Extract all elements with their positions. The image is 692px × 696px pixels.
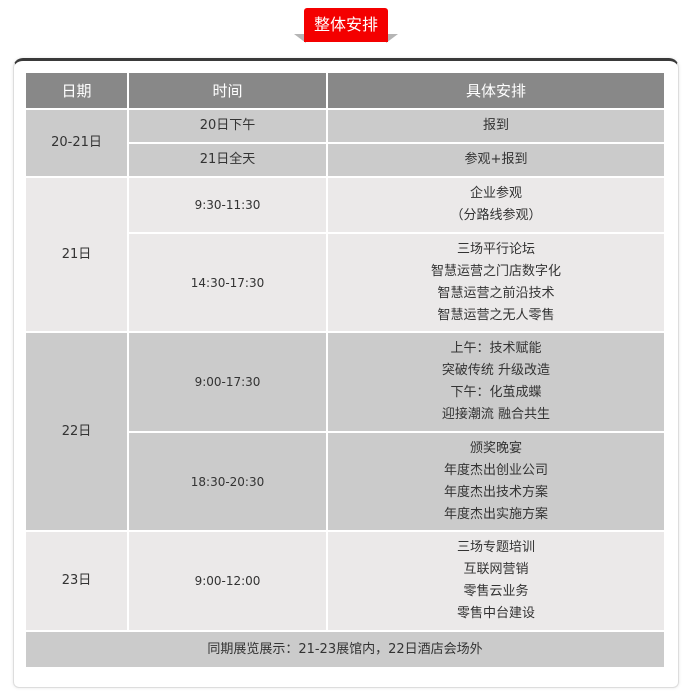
time-cell: 20日下午 <box>129 110 326 142</box>
arrangement-cell: 参观+报到 <box>328 144 664 176</box>
banner-wing-left <box>294 34 306 43</box>
table-row: 21日 9:30-11:30 企业参观 （分路线参观） <box>26 178 664 331</box>
arrangement-item: 突破传统 升级改造 <box>441 363 551 378</box>
arrangement-item: 企业参观 <box>469 186 522 201</box>
table-row: 14:30-17:30 三场平行论坛 智慧运营之门店数字化 智慧运营之前沿技术 智慧运营… <box>26 234 664 331</box>
arrangement-item: 互联网营销 <box>463 562 529 577</box>
schedule-table: 日期 时间 具体安排 20-21日 20日下午 报到 21日全天 参观+报到 21日 9:3… <box>24 71 666 669</box>
time-cell: 18:30-20:30 <box>129 433 326 530</box>
arrangement-cell: 上午：技术赋能 突破传统 升级改造 下午：化茧成蝶 迎接潮流 融合共生 <box>328 333 664 431</box>
arrangement-cell: 企业参观 （分路线参观） <box>328 178 664 232</box>
arrangement-item: 零售云业务 <box>463 584 529 599</box>
arrangement-item: 智慧运营之门店数字化 <box>430 263 561 279</box>
arrangement-item: 年度杰出实施方案 <box>443 506 548 522</box>
time-cell: 9:30-11:30 <box>129 178 326 232</box>
time-cell: 21日全天 <box>129 144 326 176</box>
section-title-banner: 整体安排 <box>294 8 398 43</box>
arrangement-item: 智慧运营之前沿技术 <box>437 285 555 301</box>
arrangement-cell: 三场专题培训 互联网营销零售云业务零售中台建设 <box>328 532 664 630</box>
arrangement-item: 年度杰出技术方案 <box>443 484 548 500</box>
section-title: 整体安排 <box>304 8 388 42</box>
arrangement-item: 迎接潮流 融合共生 <box>441 407 551 422</box>
arrangement-item: 智慧运营之无人零售 <box>437 307 555 323</box>
arrangement-item: 上午：技术赋能 <box>450 341 542 356</box>
arrangement-item: 参观+报到 <box>464 152 528 167</box>
arrangement-item: 报到 <box>482 118 509 133</box>
footer-note: 同期展览展示：21-23展馆内，22日酒店会场外 <box>26 632 664 667</box>
table-row: 20-21日 20日下午 报到 <box>26 110 664 176</box>
time-cell: 14:30-17:30 <box>129 234 326 331</box>
date-cell: 22日 <box>26 333 127 530</box>
arrangement-item: 颁奖晚宴 <box>469 440 522 456</box>
schedule-card: 日期 时间 具体安排 20-21日 20日下午 报到 21日全天 参观+报到 21日 9:3… <box>13 58 679 688</box>
date-cell: 23日 <box>26 532 127 630</box>
header-time: 时间 <box>129 73 326 108</box>
arrangement-item: 年度杰出创业公司 <box>443 462 548 478</box>
time-cell: 9:00-17:30 <box>129 333 326 431</box>
arrangement-cell: 三场平行论坛智慧运营之门店数字化 智慧运营之前沿技术 智慧运营之无人零售 <box>328 234 664 331</box>
arrangement-item: 三场专题培训 <box>456 540 535 555</box>
time-cell: 9:00-12:00 <box>129 532 326 630</box>
table-row: 23日 9:00-12:00 三场专题培训 互联网营销 零售云业务 零售中台建设 <box>26 532 664 630</box>
arrangement-item: （分路线参观） <box>450 208 542 223</box>
header-date: 日期 <box>26 73 127 108</box>
table-row: 18:30-20:30 颁奖晚宴 年度杰出创业公司 年度杰出技术方案 年度杰出实施方案 <box>26 433 664 530</box>
table-row: 21日全天 参观+报到 <box>26 144 664 176</box>
arrangement-cell: 报到 <box>328 110 664 142</box>
table-row: 22日 9:00-17:30 上午：技术赋能 突破传统 升级改造 下午：化茧成蝶 迎接潮流… <box>26 333 664 530</box>
date-cell: 21日 <box>26 178 127 331</box>
header-arrangement: 具体安排 <box>328 73 664 108</box>
arrangement-item: 零售中台建设 <box>456 606 535 621</box>
arrangement-cell: 颁奖晚宴年度杰出创业公司 年度杰出技术方案 年度杰出实施方案 <box>328 433 664 530</box>
date-cell: 20-21日 <box>26 110 127 176</box>
banner-wing-right <box>386 34 398 43</box>
arrangement-item: 下午：化茧成蝶 <box>450 385 542 400</box>
arrangement-item: 三场平行论坛 <box>456 241 535 257</box>
